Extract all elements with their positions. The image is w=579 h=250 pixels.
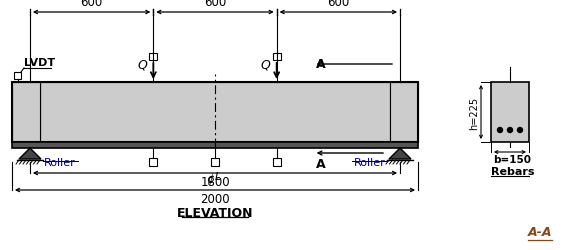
- Bar: [149, 158, 157, 166]
- Text: LVDT: LVDT: [24, 58, 55, 68]
- Text: 2000: 2000: [200, 192, 230, 205]
- Text: Roller: Roller: [354, 157, 386, 167]
- Text: L: L: [215, 171, 221, 181]
- Polygon shape: [19, 148, 41, 159]
- Text: Roller: Roller: [44, 157, 76, 167]
- Circle shape: [508, 128, 512, 133]
- Bar: [149, 54, 157, 61]
- Bar: [273, 54, 281, 61]
- Text: A-A: A-A: [527, 225, 552, 238]
- Text: Rebars: Rebars: [491, 166, 534, 176]
- Text: ¢: ¢: [206, 171, 214, 184]
- Polygon shape: [389, 148, 411, 159]
- Bar: [12, 83, 418, 142]
- Text: 1800: 1800: [200, 175, 230, 188]
- Bar: [273, 158, 281, 166]
- Text: 600: 600: [80, 0, 103, 9]
- Text: 600: 600: [204, 0, 226, 9]
- Bar: [12, 142, 418, 148]
- Circle shape: [497, 128, 503, 133]
- Text: ELEVATION: ELEVATION: [177, 206, 253, 219]
- Bar: [390, 83, 418, 142]
- Text: A: A: [316, 58, 325, 71]
- Text: 600: 600: [327, 0, 350, 9]
- Text: h=225: h=225: [469, 96, 479, 129]
- Text: Q: Q: [137, 58, 147, 71]
- Bar: [14, 73, 21, 80]
- Bar: [12, 83, 40, 142]
- Text: A: A: [316, 157, 325, 170]
- Bar: [40, 83, 390, 142]
- Text: Q: Q: [261, 58, 270, 71]
- Circle shape: [518, 128, 522, 133]
- Text: b=150: b=150: [493, 154, 531, 164]
- Bar: [211, 158, 219, 166]
- Bar: [491, 83, 529, 142]
